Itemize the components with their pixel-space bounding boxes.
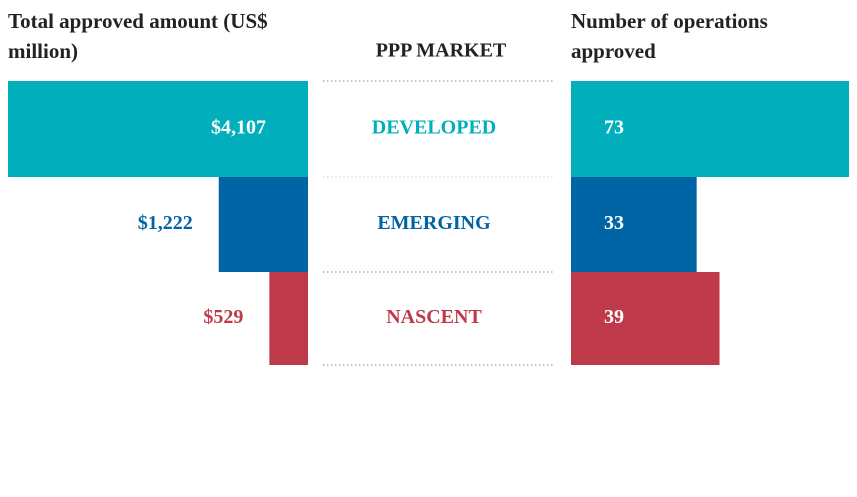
value-label: $4,107 bbox=[211, 117, 266, 139]
value-label: 39 bbox=[604, 306, 624, 328]
bar bbox=[571, 81, 849, 177]
category-label: EMERGING bbox=[377, 212, 491, 234]
bar bbox=[571, 177, 697, 272]
left-title: Total approved amount (US$ million) bbox=[8, 9, 268, 63]
right-title: Number of operations approved bbox=[571, 9, 768, 63]
bar bbox=[8, 81, 308, 177]
bar bbox=[571, 272, 720, 365]
value-label: $1,222 bbox=[138, 212, 193, 234]
bar bbox=[269, 272, 308, 365]
bar bbox=[218, 177, 308, 272]
value-label: $529 bbox=[203, 306, 243, 328]
category-header: PPP MARKET bbox=[376, 40, 507, 62]
category-label: NASCENT bbox=[386, 306, 482, 328]
category-label: DEVELOPED bbox=[372, 117, 496, 139]
value-label: 33 bbox=[604, 212, 624, 234]
value-label: 73 bbox=[604, 117, 624, 139]
